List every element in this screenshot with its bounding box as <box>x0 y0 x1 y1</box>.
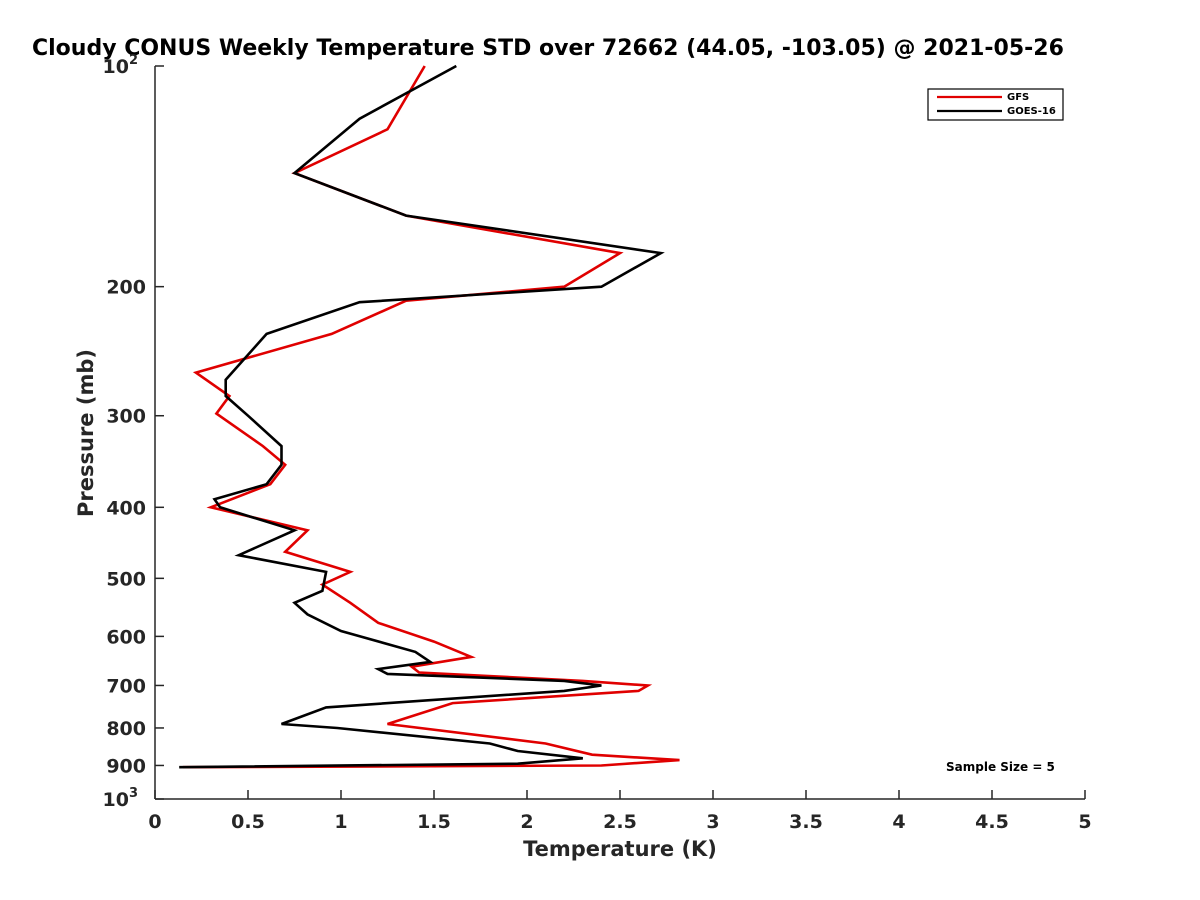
x-tick-label: 3 <box>706 811 719 833</box>
x-tick-label: 2.5 <box>603 811 637 833</box>
y-axis-label: Pressure (mb) <box>74 349 98 517</box>
y-tick-label: 200 <box>106 277 146 299</box>
x-axis-ticks: 0 0.5 1 1.5 2 2.5 3 3.5 4 4.5 5 <box>148 790 1092 833</box>
chart-title: Cloudy CONUS Weekly Temperature STD over… <box>32 36 1064 61</box>
legend: GFS GOES-16 <box>927 88 1064 121</box>
x-tick-label: 4 <box>892 811 905 833</box>
x-tick-label: 1 <box>334 811 347 833</box>
legend-label-goes16: GOES-16 <box>1007 106 1056 117</box>
sample-size-annotation: Sample Size = 5 <box>946 760 1055 774</box>
y-axis-ticks: 102 200 300 400 500 600 700 800 900 103 <box>103 53 164 811</box>
x-tick-label: 3.5 <box>789 811 823 833</box>
x-tick-label: 2 <box>520 811 533 833</box>
y-tick-label: 800 <box>106 718 146 740</box>
y-tick-label: 400 <box>106 497 146 519</box>
legend-box <box>927 88 1064 121</box>
x-axis-label: Temperature (K) <box>523 837 717 861</box>
y-tick-label: 600 <box>106 626 146 648</box>
y-tick-label: 103 <box>103 786 139 811</box>
y-tick-label: 102 <box>103 53 139 78</box>
x-tick-label: 0 <box>148 811 161 833</box>
y-tick-label: 900 <box>106 755 146 777</box>
x-tick-label: 0.5 <box>231 811 265 833</box>
y-tick-label: 700 <box>106 675 146 697</box>
x-tick-label: 5 <box>1078 811 1091 833</box>
series-group <box>179 64 680 769</box>
legend-label-gfs: GFS <box>1007 92 1029 103</box>
x-tick-label: 1.5 <box>417 811 451 833</box>
series-line-goes-16 <box>179 64 665 769</box>
y-tick-label: 500 <box>106 568 146 590</box>
x-tick-label: 4.5 <box>975 811 1009 833</box>
y-tick-label: 300 <box>106 406 146 428</box>
